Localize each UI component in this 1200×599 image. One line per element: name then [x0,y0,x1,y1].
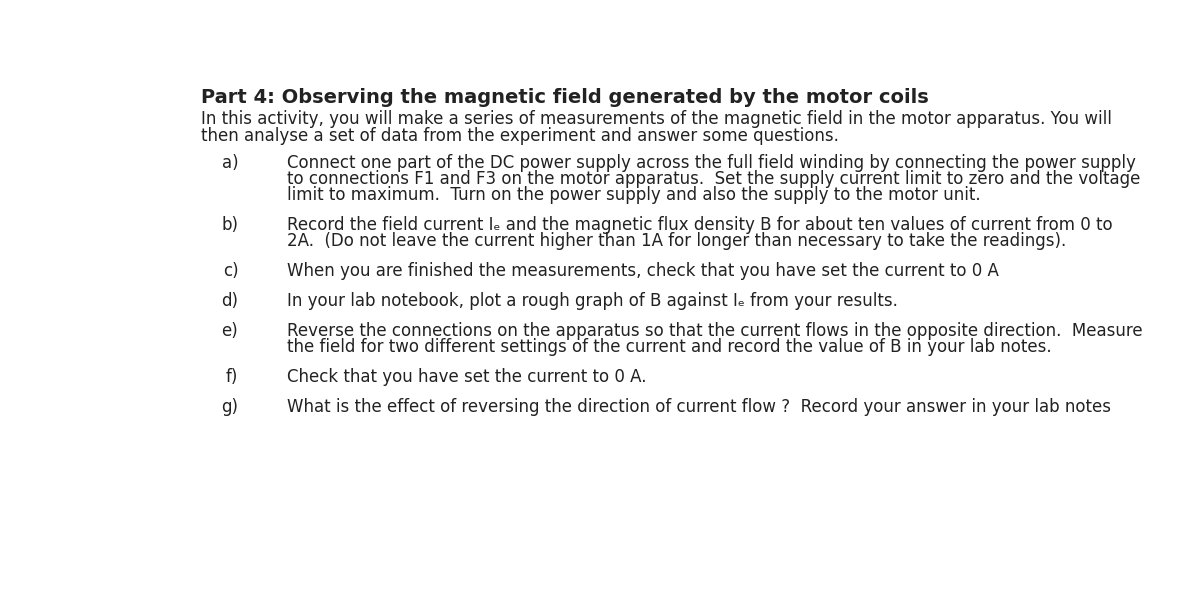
Text: to connections F1 and F3 on the motor apparatus.  Set the supply current limit t: to connections F1 and F3 on the motor ap… [287,170,1140,188]
Text: Check that you have set the current to 0 A.: Check that you have set the current to 0… [287,368,647,386]
Text: When you are finished the measurements, check that you have set the current to 0: When you are finished the measurements, … [287,262,998,280]
Text: Reverse the connections on the apparatus so that the current flows in the opposi: Reverse the connections on the apparatus… [287,322,1142,340]
Text: d): d) [221,292,239,310]
Text: then analyse a set of data from the experiment and answer some questions.: then analyse a set of data from the expe… [202,126,839,144]
Text: Connect one part of the DC power supply across the full field winding by connect: Connect one part of the DC power supply … [287,154,1135,172]
Text: limit to maximum.  Turn on the power supply and also the supply to the motor uni: limit to maximum. Turn on the power supp… [287,186,980,204]
Text: e): e) [222,322,239,340]
Text: What is the effect of reversing the direction of current flow ?  Record your ans: What is the effect of reversing the dire… [287,398,1111,416]
Text: In your lab notebook, plot a rough graph of B against Iₑ from your results.: In your lab notebook, plot a rough graph… [287,292,898,310]
Text: g): g) [221,398,239,416]
Text: 2A.  (Do not leave the current higher than 1A for longer than necessary to take : 2A. (Do not leave the current higher tha… [287,232,1066,250]
Text: Part 4: Observing the magnetic field generated by the motor coils: Part 4: Observing the magnetic field gen… [202,88,929,107]
Text: b): b) [221,216,239,234]
Text: In this activity, you will make a series of measurements of the magnetic field i: In this activity, you will make a series… [202,110,1112,128]
Text: the field for two different settings of the current and record the value of B in: the field for two different settings of … [287,338,1051,356]
Text: a): a) [222,154,239,172]
Text: c): c) [223,262,239,280]
Text: Record the field current Iₑ and the magnetic flux density B for about ten values: Record the field current Iₑ and the magn… [287,216,1112,234]
Text: f): f) [226,368,239,386]
